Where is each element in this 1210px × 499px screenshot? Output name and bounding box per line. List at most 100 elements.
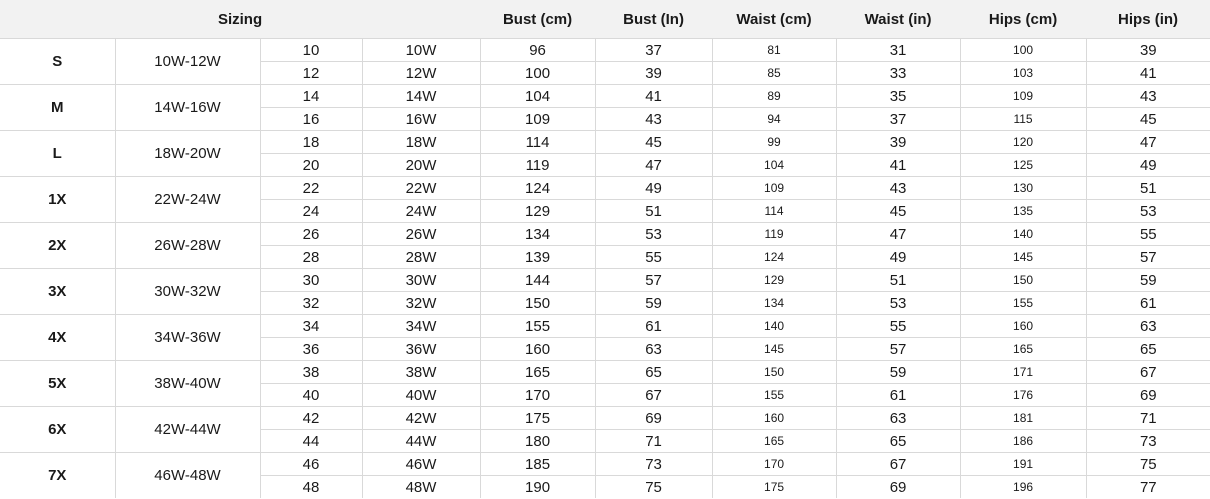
- bust-cm-cell: 180: [479, 429, 596, 453]
- table-row: L 18W-20W 18 18W 114 45 99 39 120 47: [0, 130, 1210, 177]
- waist-cm-cell: 129: [711, 268, 837, 292]
- bust-in-cell: 55: [594, 245, 713, 269]
- hips-in-cell: 67: [1085, 360, 1210, 384]
- table-row: 4X 34W-36W 34 34W 155 61 140 55 160 63: [0, 314, 1210, 361]
- bust-in-cell: 73: [594, 452, 713, 476]
- w-size-cell: 34W: [361, 314, 481, 338]
- waist-cm-cell: 134: [711, 291, 837, 315]
- waist-in-cell: 41: [835, 153, 961, 177]
- bust-in-cell: 45: [594, 130, 713, 154]
- hips-in-cell: 45: [1085, 107, 1210, 131]
- numeric-size-cell: 42: [259, 406, 363, 430]
- hips-in-cell: 49: [1085, 153, 1210, 177]
- header-sizing: Sizing: [0, 0, 481, 39]
- table-row: 24 24W 129 51 114 45 135 53: [0, 199, 1210, 223]
- bust-cm-cell: 124: [479, 176, 596, 200]
- waist-in-cell: 55: [835, 314, 961, 338]
- size-range-cell: 42W-44W: [114, 406, 261, 453]
- hips-in-cell: 55: [1085, 222, 1210, 246]
- bust-cm-cell: 119: [479, 153, 596, 177]
- table-row: 12 12W 100 39 85 33 103 41: [0, 61, 1210, 85]
- hips-cm-cell: 109: [959, 84, 1087, 108]
- bust-cm-cell: 114: [479, 130, 596, 154]
- waist-in-cell: 39: [835, 130, 961, 154]
- size-range-cell: 38W-40W: [114, 360, 261, 407]
- waist-in-cell: 53: [835, 291, 961, 315]
- bust-in-cell: 53: [594, 222, 713, 246]
- hips-cm-cell: 120: [959, 130, 1087, 154]
- size-cell: 6X: [0, 406, 116, 453]
- numeric-size-cell: 16: [259, 107, 363, 131]
- table-row: 44 44W 180 71 165 65 186 73: [0, 429, 1210, 453]
- size-range-cell: 22W-24W: [114, 176, 261, 223]
- waist-in-cell: 59: [835, 360, 961, 384]
- size-cell: L: [0, 130, 116, 177]
- hips-cm-cell: 176: [959, 383, 1087, 407]
- hips-cm-cell: 191: [959, 452, 1087, 476]
- hips-in-cell: 53: [1085, 199, 1210, 223]
- waist-cm-cell: 94: [711, 107, 837, 131]
- numeric-size-cell: 38: [259, 360, 363, 384]
- bust-cm-cell: 150: [479, 291, 596, 315]
- waist-cm-cell: 109: [711, 176, 837, 200]
- bust-cm-cell: 155: [479, 314, 596, 338]
- header-hips-cm: Hips (cm): [960, 0, 1087, 39]
- w-size-cell: 48W: [361, 475, 481, 498]
- bust-in-cell: 67: [594, 383, 713, 407]
- table-row: M 14W-16W 14 14W 104 41 89 35 109 43: [0, 84, 1210, 131]
- waist-in-cell: 35: [835, 84, 961, 108]
- table-row: 28 28W 139 55 124 49 145 57: [0, 245, 1210, 269]
- waist-in-cell: 43: [835, 176, 961, 200]
- waist-cm-cell: 124: [711, 245, 837, 269]
- bust-in-cell: 69: [594, 406, 713, 430]
- waist-cm-cell: 104: [711, 153, 837, 177]
- table-row: 48 48W 190 75 175 69 196 77: [0, 475, 1210, 498]
- bust-in-cell: 61: [594, 314, 713, 338]
- waist-in-cell: 45: [835, 199, 961, 223]
- w-size-cell: 18W: [361, 130, 481, 154]
- bust-cm-cell: 129: [479, 199, 596, 223]
- bust-in-cell: 39: [594, 61, 713, 85]
- bust-cm-cell: 190: [479, 475, 596, 498]
- waist-in-cell: 57: [835, 337, 961, 361]
- size-cell: 7X: [0, 452, 116, 498]
- w-size-cell: 16W: [361, 107, 481, 131]
- header-bust-cm: Bust (cm): [480, 0, 596, 39]
- bust-in-cell: 37: [594, 38, 713, 62]
- size-cell: S: [0, 38, 116, 85]
- bust-in-cell: 49: [594, 176, 713, 200]
- bust-cm-cell: 165: [479, 360, 596, 384]
- numeric-size-cell: 30: [259, 268, 363, 292]
- size-range-cell: 30W-32W: [114, 268, 261, 315]
- numeric-size-cell: 48: [259, 475, 363, 498]
- waist-in-cell: 47: [835, 222, 961, 246]
- hips-cm-cell: 160: [959, 314, 1087, 338]
- waist-cm-cell: 114: [711, 199, 837, 223]
- sizing-table-body: S 10W-12W 10 10W 96 37 81 31 100 39 12 12W 100 39 85 33…: [0, 38, 1210, 498]
- waist-in-cell: 61: [835, 383, 961, 407]
- waist-cm-cell: 99: [711, 130, 837, 154]
- waist-cm-cell: 155: [711, 383, 837, 407]
- numeric-size-cell: 26: [259, 222, 363, 246]
- waist-cm-cell: 175: [711, 475, 837, 498]
- waist-cm-cell: 140: [711, 314, 837, 338]
- bust-cm-cell: 175: [479, 406, 596, 430]
- bust-cm-cell: 100: [479, 61, 596, 85]
- w-size-cell: 46W: [361, 452, 481, 476]
- size-cell: 5X: [0, 360, 116, 407]
- size-cell: 2X: [0, 222, 116, 269]
- size-range-cell: 18W-20W: [114, 130, 261, 177]
- header-waist-in: Waist (in): [836, 0, 961, 39]
- hips-cm-cell: 181: [959, 406, 1087, 430]
- waist-cm-cell: 119: [711, 222, 837, 246]
- hips-cm-cell: 135: [959, 199, 1087, 223]
- size-range-cell: 46W-48W: [114, 452, 261, 498]
- numeric-size-cell: 20: [259, 153, 363, 177]
- numeric-size-cell: 46: [259, 452, 363, 476]
- numeric-size-cell: 34: [259, 314, 363, 338]
- header-hips-in: Hips (in): [1086, 0, 1210, 39]
- bust-in-cell: 43: [594, 107, 713, 131]
- w-size-cell: 22W: [361, 176, 481, 200]
- waist-cm-cell: 160: [711, 406, 837, 430]
